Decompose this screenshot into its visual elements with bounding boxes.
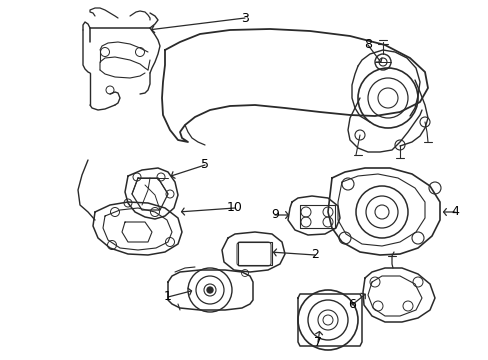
Text: 1: 1 bbox=[164, 291, 172, 303]
Text: 7: 7 bbox=[313, 336, 321, 348]
Text: 2: 2 bbox=[310, 248, 318, 261]
Circle shape bbox=[206, 287, 213, 293]
Text: 8: 8 bbox=[363, 39, 371, 51]
Text: 6: 6 bbox=[347, 298, 355, 311]
Text: 3: 3 bbox=[241, 12, 248, 24]
Text: 10: 10 bbox=[226, 202, 243, 215]
Text: 5: 5 bbox=[201, 158, 208, 171]
Text: 9: 9 bbox=[270, 208, 278, 221]
Text: 4: 4 bbox=[450, 206, 458, 219]
